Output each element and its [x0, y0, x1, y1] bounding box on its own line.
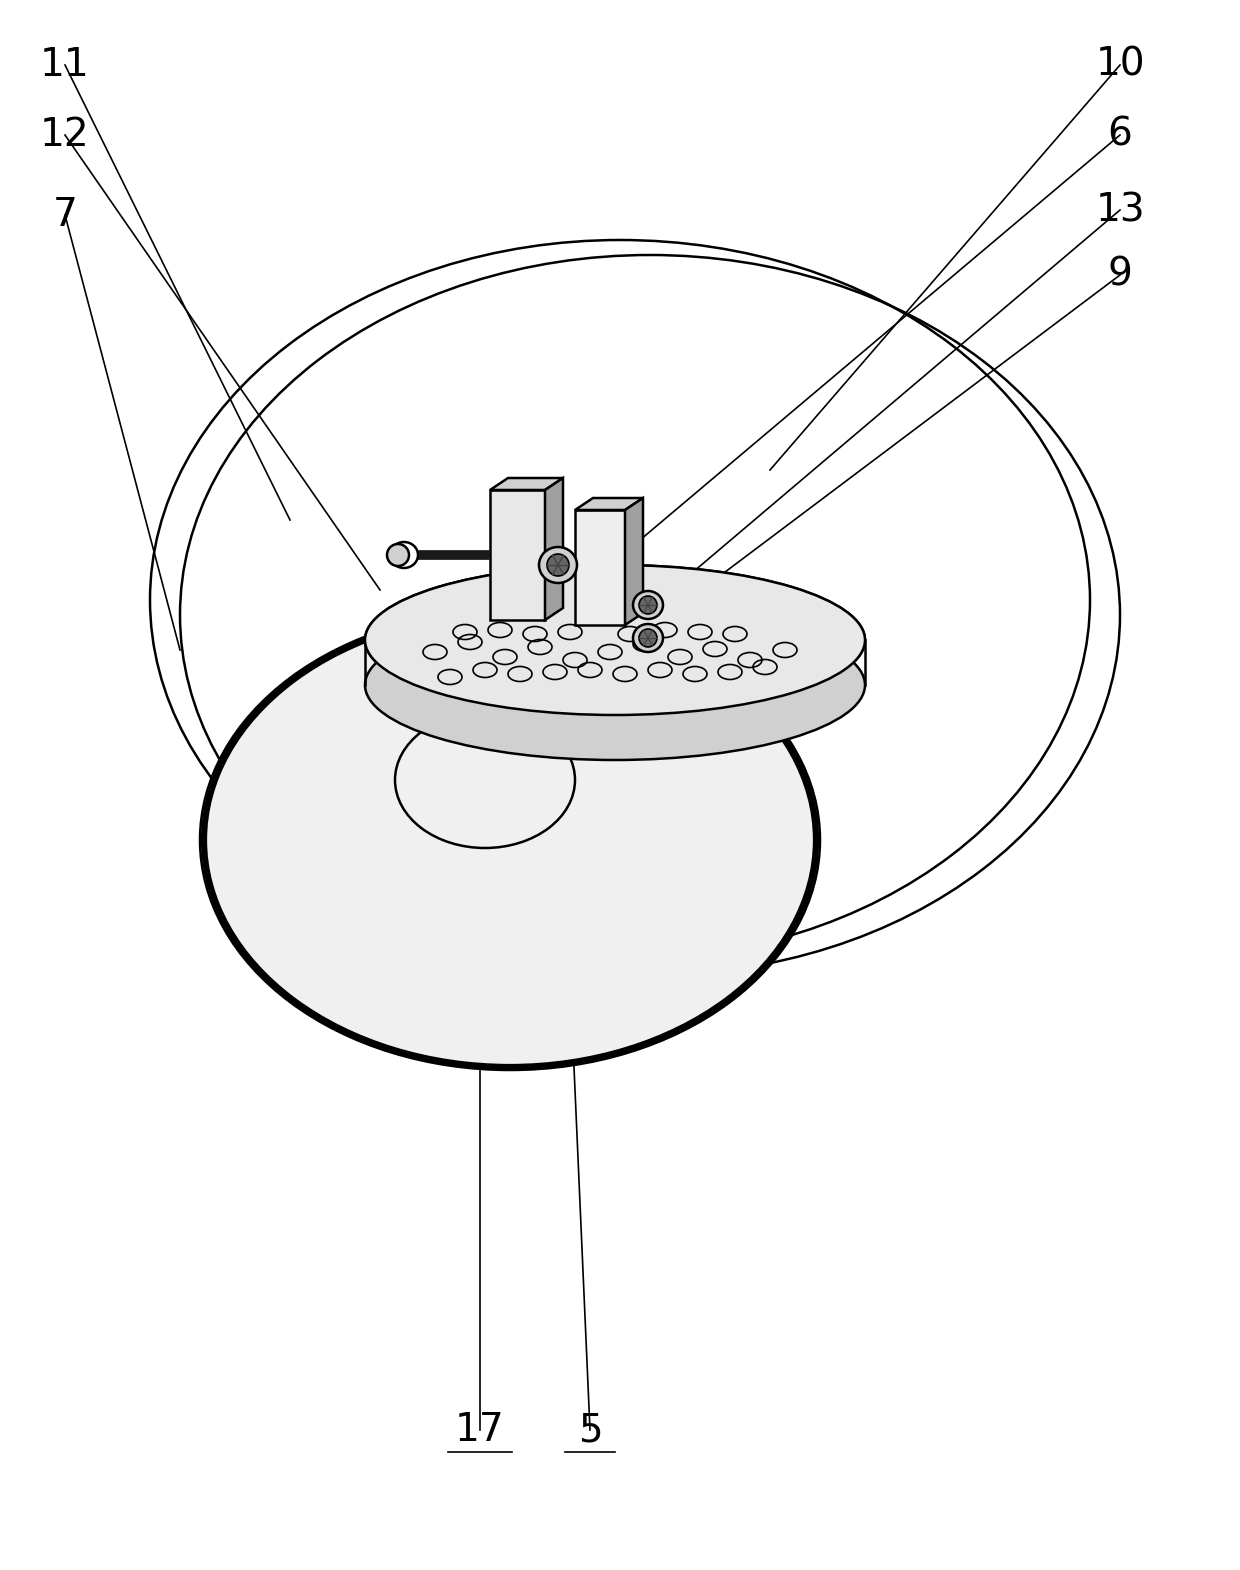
Polygon shape: [490, 490, 546, 620]
Text: 12: 12: [40, 116, 89, 154]
Ellipse shape: [365, 565, 866, 714]
Text: 9: 9: [1107, 256, 1132, 294]
Text: 13: 13: [1095, 192, 1145, 229]
Ellipse shape: [539, 546, 577, 582]
Text: 5: 5: [578, 1411, 603, 1449]
Text: 7: 7: [52, 196, 77, 234]
Ellipse shape: [387, 543, 409, 567]
Polygon shape: [575, 510, 625, 625]
Text: 6: 6: [1107, 116, 1132, 154]
Text: 11: 11: [40, 46, 89, 85]
Ellipse shape: [200, 611, 820, 1071]
Ellipse shape: [365, 565, 866, 714]
Ellipse shape: [639, 597, 657, 614]
Polygon shape: [575, 498, 644, 510]
Ellipse shape: [632, 590, 663, 619]
Text: 10: 10: [1095, 46, 1145, 85]
Polygon shape: [546, 477, 563, 620]
Ellipse shape: [639, 630, 657, 647]
Ellipse shape: [365, 611, 866, 760]
Text: 17: 17: [455, 1411, 505, 1449]
Polygon shape: [490, 477, 563, 490]
Ellipse shape: [547, 554, 569, 576]
Ellipse shape: [391, 542, 418, 568]
Ellipse shape: [632, 623, 663, 652]
Polygon shape: [625, 498, 644, 625]
